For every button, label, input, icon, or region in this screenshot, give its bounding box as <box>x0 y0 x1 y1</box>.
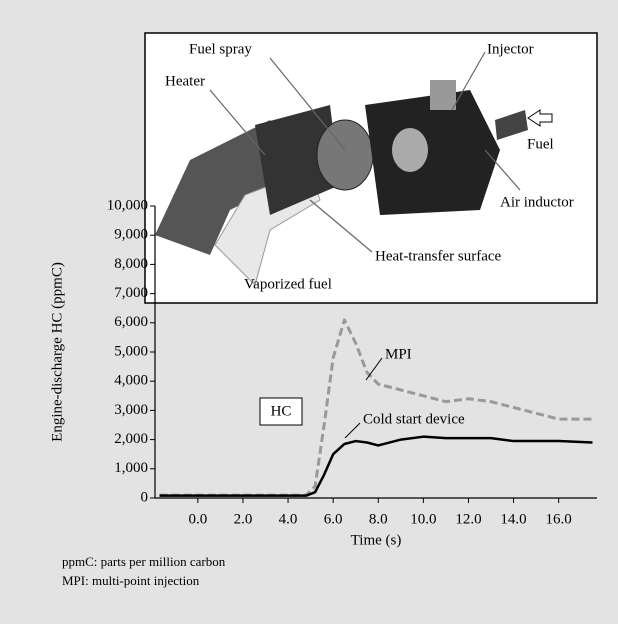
y-tick-label: 4,000 <box>114 373 148 389</box>
y-tick-label: 10,000 <box>107 197 148 213</box>
chart: HC Engine-discharge HC (ppmC) Time (s) 0… <box>0 0 618 624</box>
x-tick-label: 12.0 <box>455 511 481 527</box>
x-tick-label: 10.0 <box>410 511 436 527</box>
y-tick-label: 5,000 <box>114 343 148 359</box>
y-tick-label: 2,000 <box>114 431 148 447</box>
x-tick-label: 6.0 <box>324 511 343 527</box>
y-tick-label: 3,000 <box>114 402 148 418</box>
y-tick-label: 7,000 <box>114 285 148 301</box>
y-axis-label: Engine-discharge HC (ppmC) <box>49 262 65 442</box>
x-tick-label: 14.0 <box>500 511 526 527</box>
x-tick-label: 16.0 <box>546 511 572 527</box>
port <box>392 128 428 172</box>
annotation: Air inductor <box>500 194 574 210</box>
annotation: Vaporized fuel <box>244 276 332 292</box>
box-label: HC <box>271 403 292 419</box>
annotation: Fuel spray <box>189 41 252 57</box>
x-tick-label: 0.0 <box>188 511 207 527</box>
x-tick-label: 8.0 <box>369 511 388 527</box>
y-tick-label: 0 <box>141 489 149 505</box>
footnote: MPI: multi-point injection <box>62 573 200 588</box>
x-tick-label: 2.0 <box>234 511 253 527</box>
x-axis-label: Time (s) <box>351 532 402 548</box>
y-tick-label: 8,000 <box>114 256 148 272</box>
annotation: Injector <box>487 41 534 57</box>
series-label: MPI <box>385 346 412 362</box>
y-tick-label: 9,000 <box>114 227 148 243</box>
injector <box>430 80 456 110</box>
y-tick-label: 6,000 <box>114 314 148 330</box>
footnote: ppmC: parts per million carbon <box>62 554 226 569</box>
x-tick-label: 4.0 <box>279 511 298 527</box>
flange <box>317 120 373 190</box>
y-tick-label: 1,000 <box>114 460 148 476</box>
annotation: Heat-transfer surface <box>375 248 502 264</box>
annotation: Heater <box>165 73 205 89</box>
annotation: Fuel <box>527 136 554 152</box>
series-label: Cold start device <box>363 411 465 427</box>
inset-photo <box>145 33 597 303</box>
